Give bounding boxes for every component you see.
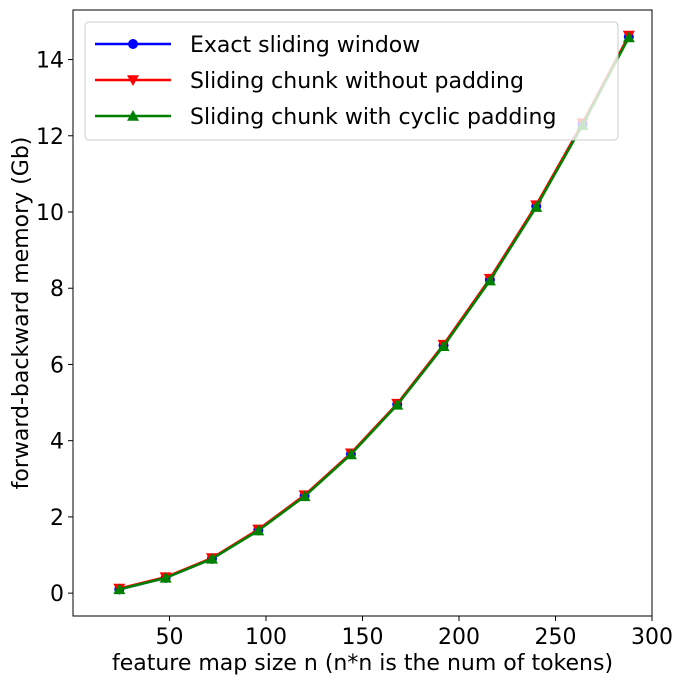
- y-tick-label: 10: [36, 201, 64, 226]
- legend-marker: [127, 110, 139, 121]
- y-tick-label: 4: [50, 430, 64, 455]
- legend: Exact sliding window Sliding chunk withou…: [84, 21, 619, 141]
- x-axis-ticks: 50 100 150 200 250 300: [156, 616, 673, 650]
- x-tick-label: 150: [342, 625, 384, 650]
- y-tick-label: 8: [50, 277, 64, 302]
- series-layer: [113, 30, 635, 595]
- data-point: [252, 524, 265, 536]
- data-point: [298, 490, 311, 502]
- x-tick-label: 300: [631, 625, 673, 650]
- y-tick-label: 14: [36, 49, 64, 74]
- legend-label: Sliding chunk with cyclic padding: [190, 105, 556, 130]
- legend-entry: Exact sliding window: [95, 33, 420, 58]
- legend-entry: Sliding chunk with cyclic padding: [95, 105, 556, 130]
- legend-label: Sliding chunk without padding: [190, 69, 524, 94]
- data-point: [205, 552, 218, 564]
- y-tick-label: 6: [50, 353, 64, 378]
- y-tick-label: 2: [50, 506, 64, 531]
- series-3: [113, 31, 635, 595]
- data-point: [530, 201, 543, 212]
- data-point: [622, 31, 635, 43]
- data-point: [113, 583, 126, 595]
- series-line: [119, 36, 630, 591]
- y-axis-label: forward-backward memory (Gb): [9, 137, 34, 490]
- y-tick-label: 12: [36, 125, 64, 150]
- y-axis-ticks: 0 2 4 6 8 10 12 14: [36, 49, 73, 607]
- data-point: [344, 448, 357, 460]
- legend-label: Exact sliding window: [190, 33, 420, 58]
- legend-marker: [128, 39, 138, 49]
- legend-entry: Sliding chunk without padding: [95, 69, 524, 94]
- data-point: [159, 571, 172, 583]
- x-tick-label: 50: [156, 625, 184, 650]
- data-point: [391, 398, 404, 410]
- x-tick-label: 200: [438, 625, 480, 650]
- data-point: [483, 274, 496, 286]
- legend-marker: [127, 75, 139, 86]
- x-tick-label: 100: [245, 625, 287, 650]
- data-point: [437, 340, 450, 351]
- y-tick-label: 0: [50, 582, 64, 607]
- legend-box: [84, 21, 619, 141]
- x-axis-label: feature map size n (n*n is the num of to…: [112, 651, 613, 676]
- x-tick-label: 250: [535, 625, 577, 650]
